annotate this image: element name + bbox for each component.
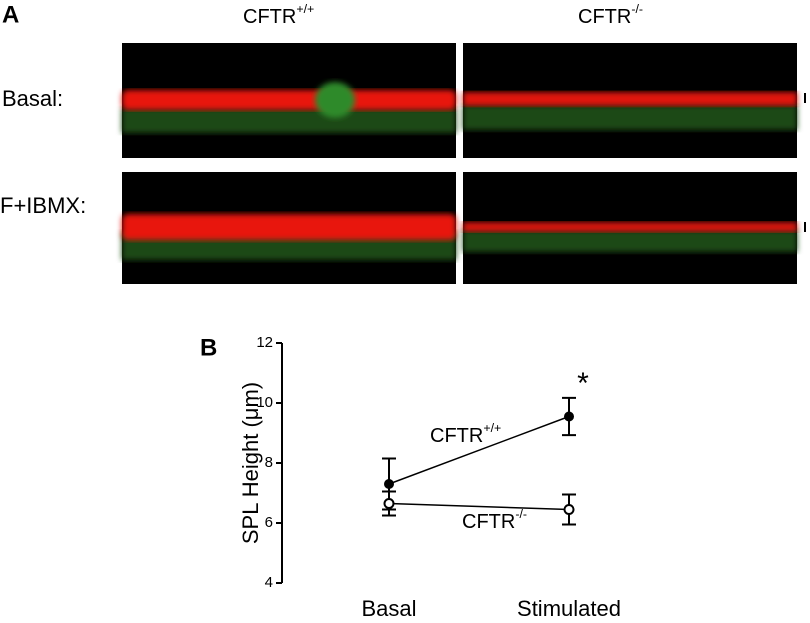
column-header: CFTR+/+ (243, 2, 314, 28)
panel-label: B (200, 334, 217, 361)
red-layer (122, 90, 456, 110)
label-base: CFTR (578, 6, 631, 28)
y-tick-label: 10 (256, 394, 273, 411)
data-point (563, 504, 575, 515)
label-sup: +/+ (483, 421, 501, 435)
green-layer (463, 230, 797, 252)
green-layer (463, 105, 797, 130)
micrographs (122, 43, 806, 284)
series-line (388, 502, 570, 511)
green-cell (315, 82, 355, 118)
y-tick-label: 6 (265, 514, 273, 531)
row-label: F+IBMX: (0, 193, 86, 218)
label-base: CFTR (430, 425, 483, 447)
label-sup: -/- (515, 507, 527, 521)
panel-label: A (2, 1, 19, 28)
series-label: CFTR-/- (462, 507, 527, 533)
data-point (564, 411, 574, 422)
red-layer (463, 222, 797, 232)
data-point (383, 498, 395, 509)
y-tick-label: 4 (265, 574, 273, 591)
label-sup: -/- (631, 2, 643, 16)
red-layer (122, 214, 456, 240)
data-point (384, 479, 394, 489)
row-label: Basal: (2, 86, 63, 111)
series-line (388, 415, 570, 485)
y-tick-label: 12 (256, 334, 273, 351)
label-sup: +/+ (296, 2, 314, 16)
red-layer (463, 92, 797, 106)
series-label: CFTR+/+ (430, 421, 501, 447)
x-tick-label: Basal (361, 596, 416, 621)
green-layer (122, 108, 456, 133)
label-base: CFTR (462, 511, 515, 533)
y-axis-label: SPL Height (μm) (238, 382, 263, 544)
column-header: CFTR-/- (578, 2, 643, 28)
label-base: CFTR (243, 6, 296, 28)
significance: * (577, 367, 589, 400)
y-tick-label: 8 (265, 454, 273, 471)
x-tick-label: Stimulated (517, 596, 621, 621)
